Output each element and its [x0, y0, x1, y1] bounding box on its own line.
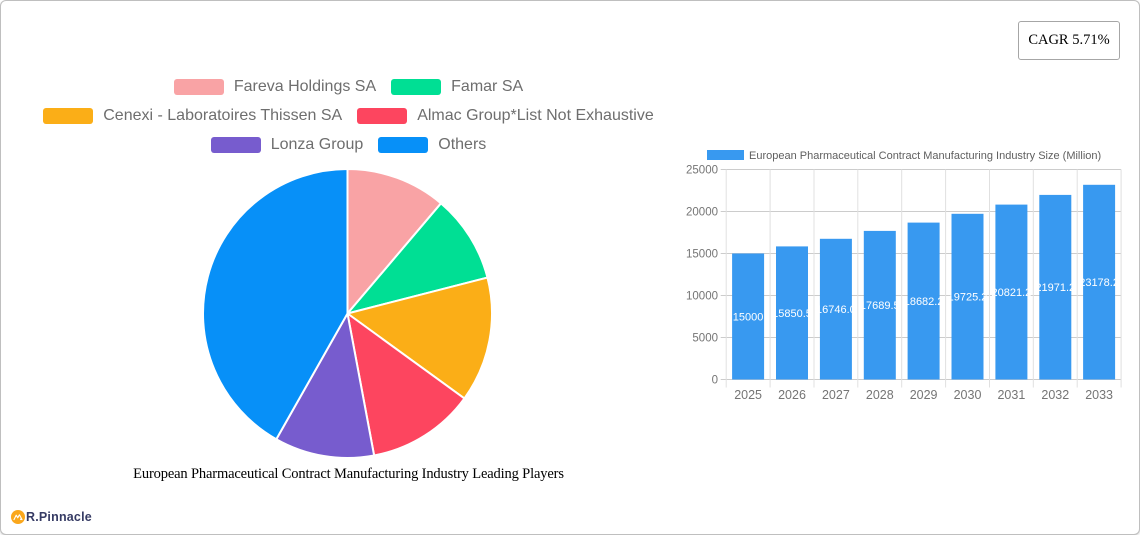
svg-text:2025: 2025 [734, 388, 762, 402]
svg-text:2026: 2026 [778, 388, 806, 402]
svg-text:20821.2: 20821.2 [992, 287, 1032, 299]
svg-text:2028: 2028 [866, 388, 894, 402]
svg-text:16746.0: 16746.0 [816, 304, 856, 316]
svg-text:17689.5: 17689.5 [860, 300, 900, 312]
svg-text:20000: 20000 [686, 207, 718, 219]
svg-text:21971.2: 21971.2 [1035, 282, 1075, 294]
svg-text:2031: 2031 [997, 388, 1025, 402]
svg-text:25000: 25000 [686, 165, 718, 177]
svg-text:10000: 10000 [686, 291, 718, 303]
svg-text:15000: 15000 [686, 249, 718, 261]
svg-text:European Pharmaceutical Contra: European Pharmaceutical Contract Manufac… [749, 150, 1101, 162]
svg-text:2029: 2029 [910, 388, 938, 402]
svg-text:2027: 2027 [822, 388, 850, 402]
svg-text:23178.2: 23178.2 [1079, 277, 1119, 289]
svg-text:18682.2: 18682.2 [904, 296, 944, 308]
svg-text:15850.5: 15850.5 [772, 308, 812, 320]
svg-text:2030: 2030 [954, 388, 982, 402]
svg-text:2032: 2032 [1041, 388, 1069, 402]
svg-text:19725.2: 19725.2 [948, 292, 988, 304]
svg-text:15000: 15000 [733, 312, 764, 324]
svg-text:2033: 2033 [1085, 388, 1113, 402]
svg-text:0: 0 [712, 375, 718, 387]
svg-text:5000: 5000 [692, 333, 718, 345]
